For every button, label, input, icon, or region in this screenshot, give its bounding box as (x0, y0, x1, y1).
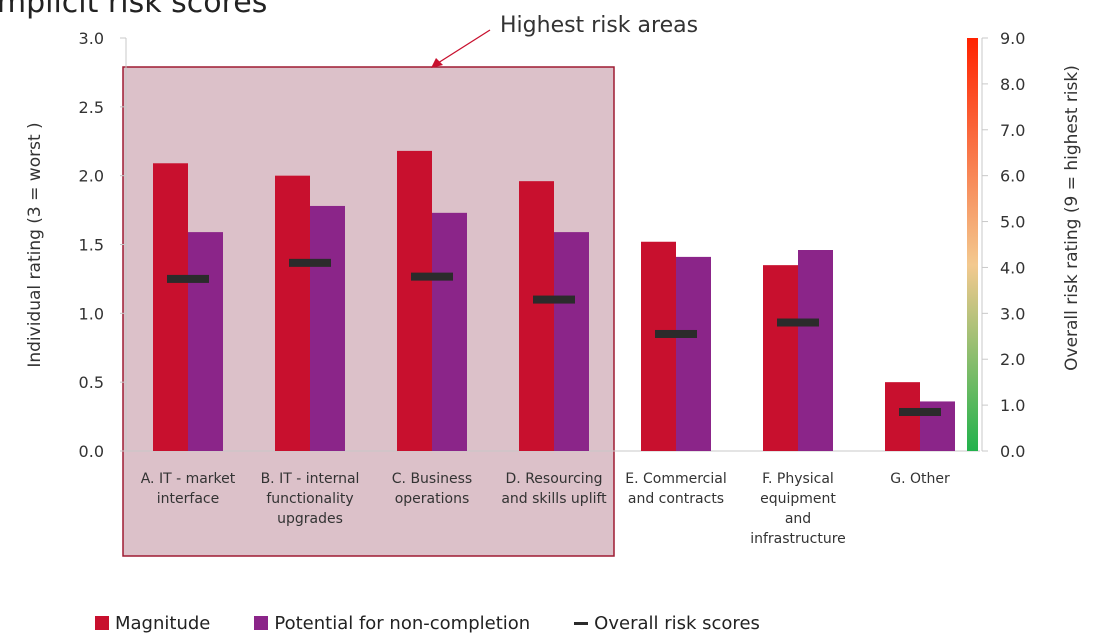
y2-tick-label: 8.0 (1000, 75, 1025, 94)
legend-swatch-potential (254, 616, 269, 630)
y2-tick-label: 9.0 (1000, 29, 1025, 48)
legend-item-magnitude: Magnitude (95, 613, 210, 634)
bar-potential (310, 205, 345, 451)
highlight-annotation: Highest risk areas (500, 13, 698, 38)
overall-risk-marker (411, 272, 453, 281)
legend-item-overall: Overall risk scores (574, 613, 760, 634)
legend-label-magnitude: Magnitude (115, 612, 211, 634)
chart-legend: Magnitude Potential for non-completion O… (95, 612, 760, 634)
bar-magnitude (763, 265, 798, 451)
bar-magnitude (275, 175, 310, 451)
y2-tick-label: 3.0 (1000, 304, 1025, 323)
x-category-label: E. Commercial and contracts (625, 471, 726, 507)
y2-tick-label: 1.0 (1000, 396, 1025, 415)
bar-magnitude (641, 241, 676, 451)
bar-potential (188, 232, 223, 451)
y-tick-label: 2.0 (79, 167, 104, 186)
overall-risk-marker (533, 295, 575, 304)
x-category-label: B. IT - internal functionality upgrades (261, 471, 360, 527)
y2-tick-label: 4.0 (1000, 258, 1025, 277)
legend-label-potential: Potential for non-completion (274, 612, 531, 634)
bar-potential (554, 232, 589, 451)
bar-magnitude (397, 150, 432, 452)
overall-risk-marker (777, 318, 819, 327)
x-category-label: F. Physical equipment and infrastructure (750, 471, 846, 547)
y2-tick-label: 6.0 (1000, 167, 1025, 186)
legend-swatch-magnitude (95, 616, 109, 630)
y-tick-label: 0.5 (79, 373, 104, 392)
y-tick-label: 2.5 (79, 98, 104, 117)
y-tick-label: 0.0 (79, 442, 104, 461)
y-axis-title: Individual rating (3 = worst ) (25, 122, 45, 367)
x-category-label: C. Business operations (392, 471, 472, 507)
legend-swatch-overall (574, 621, 589, 625)
bar-potential (432, 212, 467, 451)
y2-tick-label: 2.0 (1000, 350, 1025, 369)
y-tick-label: 1.0 (79, 304, 104, 323)
bar-potential (676, 256, 711, 451)
overall-risk-marker (655, 329, 697, 338)
bar-magnitude (153, 163, 188, 451)
x-category-label: G. Other (890, 471, 950, 487)
bar-magnitude (885, 382, 920, 451)
overall-risk-marker (289, 258, 331, 267)
legend-label-overall: Overall risk scores (594, 612, 760, 634)
y-tick-label: 1.5 (79, 236, 104, 255)
y2-tick-label: 5.0 (1000, 213, 1025, 232)
y2-tick-label: 7.0 (1000, 121, 1025, 140)
overall-risk-marker (899, 407, 941, 416)
legend-item-potential: Potential for non-completion (254, 613, 530, 634)
bar-potential (798, 250, 833, 451)
y2-tick-label: 0.0 (1000, 442, 1025, 461)
x-category-label: D. Resourcing and skills uplift (501, 471, 607, 507)
bar-magnitude (519, 181, 554, 451)
overall-risk-marker (167, 274, 209, 283)
chart-title: Implicit risk scores (0, 0, 267, 20)
y-tick-label: 3.0 (79, 29, 104, 48)
y2-axis-title: Overall risk rating (9 = highest risk) (1062, 65, 1082, 371)
annotation-arrow-head (431, 58, 443, 68)
annotation-arrow-line (437, 29, 491, 64)
risk-color-scale (967, 38, 978, 451)
x-category-label: A. IT - market interface (141, 471, 236, 507)
